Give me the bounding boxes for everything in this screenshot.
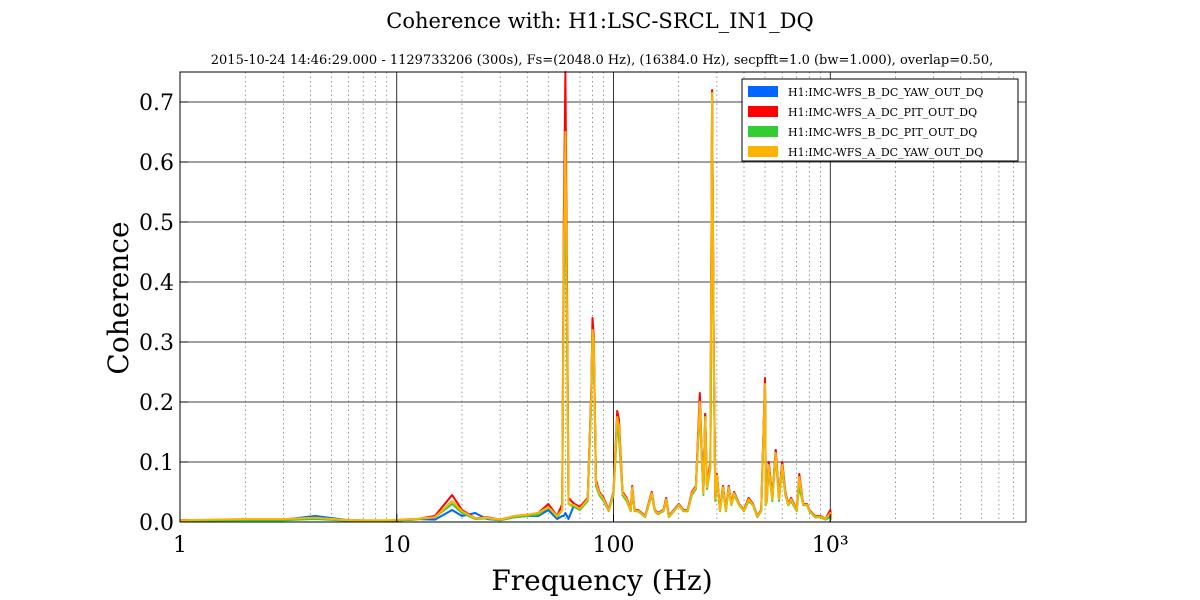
y-tick-label: 0.1 <box>139 451 174 476</box>
y-tick-label: 0.7 <box>139 91 174 116</box>
y-tick-label: 0.5 <box>139 211 174 236</box>
legend-swatch <box>748 86 778 97</box>
x-axis-ticks: 1 10 100 10³ <box>173 514 849 558</box>
legend-swatch <box>748 106 778 117</box>
series-line-2 <box>179 71 833 522</box>
x-tick-label: 10³ <box>812 533 849 558</box>
legend-label: H1:IMC-WFS_B_DC_PIT_OUT_DQ <box>788 126 977 139</box>
series-lines <box>179 71 833 522</box>
legend-label: H1:IMC-WFS_A_DC_YAW_OUT_DQ <box>788 146 983 159</box>
series-line-3 <box>179 95 833 522</box>
legend-swatch <box>748 146 778 157</box>
grid-lines <box>180 72 1026 522</box>
legend-label: H1:IMC-WFS_B_DC_YAW_OUT_DQ <box>788 86 983 99</box>
legend: H1:IMC-WFS_B_DC_YAW_OUT_DQ H1:IMC-WFS_A_D… <box>741 78 1019 162</box>
legend-box <box>741 78 1019 162</box>
series-line-1 <box>179 95 833 522</box>
plot-frame <box>179 71 1027 523</box>
y-tick-label: 0.6 <box>139 151 174 176</box>
y-tick-label: 0.2 <box>139 391 174 416</box>
chart-title: Coherence with: H1:LSC-SRCL_IN1_DQ <box>386 9 813 33</box>
x-tick-label: 100 <box>593 533 635 558</box>
chart-subtitle: 2015-10-24 14:46:29.000 - 1129733206 (30… <box>211 53 993 68</box>
series-line-4 <box>179 92 833 522</box>
y-axis-label: Coherence <box>102 221 135 374</box>
y-tick-label: 0.0 <box>139 511 174 536</box>
y-tick-label: 0.3 <box>139 331 174 356</box>
x-tick-label: 10 <box>383 533 411 558</box>
legend-label: H1:IMC-WFS_A_DC_PIT_OUT_DQ <box>788 106 977 119</box>
y-tick-label: 0.4 <box>139 271 174 296</box>
legend-swatch <box>748 126 778 137</box>
y-axis-ticks: 0.0 0.1 0.2 0.3 0.4 0.5 0.6 0.7 <box>139 91 188 536</box>
x-tick-label: 1 <box>173 533 187 558</box>
x-axis-label: Frequency (Hz) <box>491 564 712 597</box>
